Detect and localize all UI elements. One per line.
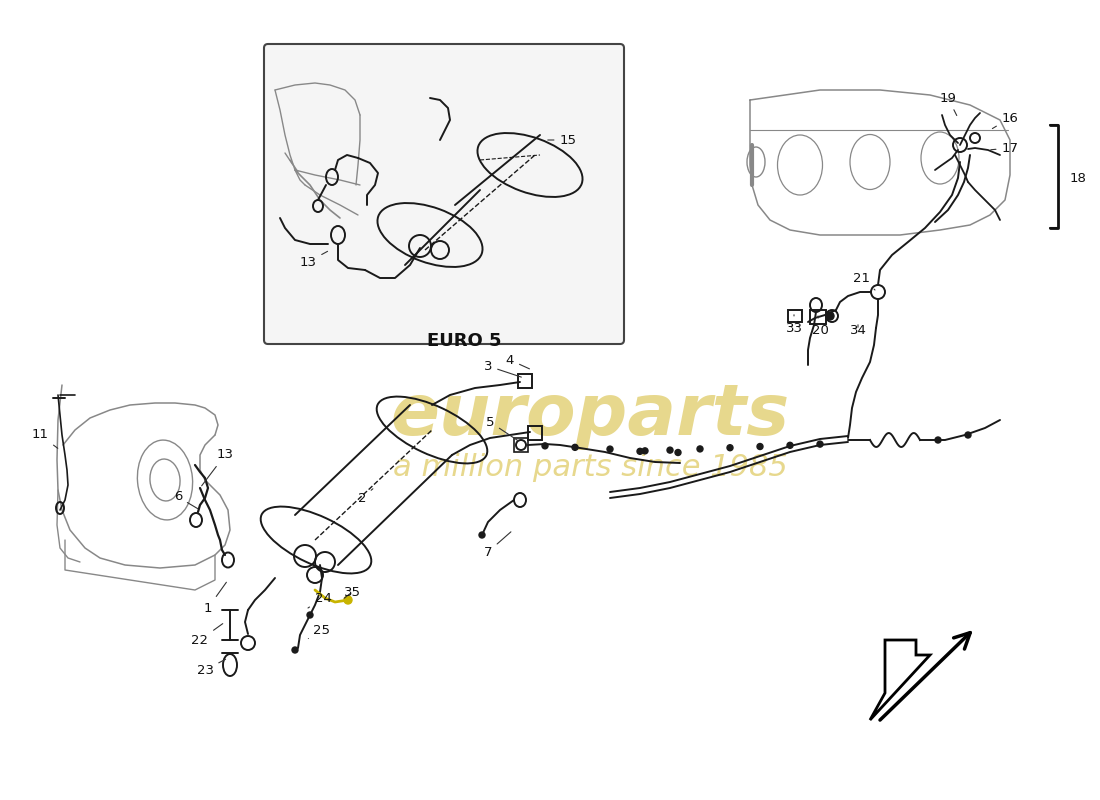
Text: 7: 7 bbox=[484, 532, 510, 558]
Circle shape bbox=[292, 647, 298, 653]
Bar bbox=[810, 310, 826, 324]
Text: 11: 11 bbox=[32, 429, 58, 448]
Circle shape bbox=[667, 447, 673, 453]
Circle shape bbox=[637, 448, 644, 454]
Text: 17: 17 bbox=[991, 142, 1019, 154]
Text: 13: 13 bbox=[201, 449, 233, 486]
Bar bbox=[788, 310, 802, 322]
Text: 19: 19 bbox=[939, 91, 957, 115]
Circle shape bbox=[817, 441, 823, 447]
Circle shape bbox=[697, 446, 703, 452]
Circle shape bbox=[786, 442, 793, 448]
Text: 25: 25 bbox=[308, 623, 330, 638]
Circle shape bbox=[965, 432, 971, 438]
Circle shape bbox=[642, 448, 648, 454]
Polygon shape bbox=[870, 640, 930, 720]
Text: 15: 15 bbox=[548, 134, 576, 146]
Circle shape bbox=[935, 437, 940, 443]
Text: 18: 18 bbox=[1069, 171, 1087, 185]
Circle shape bbox=[727, 445, 733, 450]
Text: 1: 1 bbox=[204, 582, 227, 614]
Circle shape bbox=[572, 444, 578, 450]
Text: 4: 4 bbox=[506, 354, 529, 369]
Text: EURO 5: EURO 5 bbox=[427, 332, 502, 350]
FancyBboxPatch shape bbox=[264, 44, 624, 344]
Circle shape bbox=[826, 312, 834, 320]
Circle shape bbox=[757, 443, 763, 450]
Text: europarts: europarts bbox=[390, 381, 790, 450]
Text: 16: 16 bbox=[992, 111, 1019, 129]
Text: a million parts since 1985: a million parts since 1985 bbox=[393, 454, 788, 482]
Text: 6: 6 bbox=[174, 490, 198, 509]
Circle shape bbox=[478, 532, 485, 538]
Text: 20: 20 bbox=[812, 316, 828, 337]
Text: 23: 23 bbox=[197, 659, 226, 677]
Text: 33: 33 bbox=[785, 314, 803, 334]
Circle shape bbox=[307, 612, 314, 618]
Text: 3: 3 bbox=[484, 359, 521, 377]
Text: 13: 13 bbox=[299, 251, 328, 269]
Bar bbox=[518, 374, 532, 388]
Text: 22: 22 bbox=[191, 624, 222, 646]
Circle shape bbox=[607, 446, 613, 452]
Text: 24: 24 bbox=[308, 591, 331, 608]
Text: 35: 35 bbox=[343, 586, 361, 598]
Text: 5: 5 bbox=[486, 415, 518, 441]
Text: 21: 21 bbox=[854, 271, 874, 290]
Bar bbox=[514, 438, 528, 452]
Bar bbox=[528, 426, 542, 440]
Circle shape bbox=[675, 450, 681, 455]
Text: 34: 34 bbox=[849, 323, 867, 337]
Circle shape bbox=[344, 596, 352, 604]
Text: 2: 2 bbox=[358, 489, 373, 505]
Circle shape bbox=[542, 443, 548, 449]
